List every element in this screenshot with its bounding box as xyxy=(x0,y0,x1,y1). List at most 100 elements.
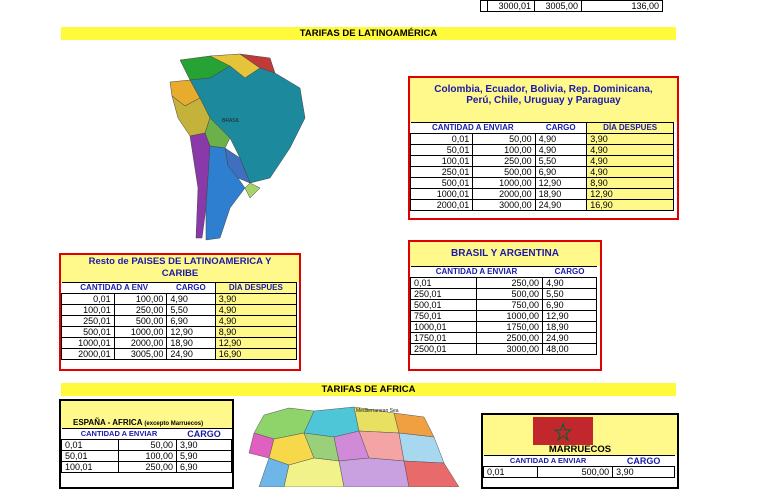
table-cell: 5,50 xyxy=(534,155,588,167)
table-cell: 0,01 xyxy=(61,293,115,305)
table-cell: 136,00 xyxy=(581,0,663,12)
table-cell: 500,01 xyxy=(409,299,478,311)
table-header-row: CANTIDAD A ENVIAR CARGO xyxy=(483,455,675,467)
map-label: Mediterranean Sea xyxy=(356,408,399,414)
table-cell: 500,00 xyxy=(472,166,536,178)
table-row: 3000,01 3005,00 136,00 xyxy=(480,0,663,12)
table-cell: 2000,01 xyxy=(409,199,474,211)
table-cell: 1750,01 xyxy=(409,332,478,344)
column-header: CANTIDAD A ENVIAR xyxy=(61,428,177,440)
table-cell: 3005,00 xyxy=(113,348,168,360)
table-cell: 6,90 xyxy=(166,315,216,327)
table-row: 50,01 100,00 5,90 xyxy=(60,450,233,462)
table-cell: 4,90 xyxy=(166,293,216,305)
table-cell: 100,01 xyxy=(61,304,115,316)
south-america-map: BRASIL xyxy=(150,48,310,248)
title-line: Perú, Chile, Uruguay y Paraguay xyxy=(466,95,621,106)
table-cell: 100,00 xyxy=(118,450,177,462)
table-cell: 24,90 xyxy=(534,199,588,211)
table-cell: 12,90 xyxy=(586,188,674,200)
table-header-row: CANTIDAD A ENVIAR CARGO DÍA DESPUES xyxy=(410,122,674,134)
table-cell: 18,90 xyxy=(166,337,216,349)
table-cell: 5,90 xyxy=(175,450,233,462)
latam-group1-panel: Colombia, Ecuador, Bolivia, Rep. Dominic… xyxy=(408,76,679,220)
table-row: 100,01 250,00 5,50 4,90 xyxy=(61,304,298,316)
table-cell: 4,90 xyxy=(586,144,674,156)
table-cell: 50,01 xyxy=(409,144,474,156)
column-header: DÍA DESPUES xyxy=(214,282,298,294)
latam-group3-panel: BRASIL Y ARGENTINA CANTIDAD A ENVIAR CAR… xyxy=(408,240,602,371)
table-row: 2000,01 3005,00 24,90 16,90 xyxy=(61,348,298,360)
table-cell: 250,00 xyxy=(113,304,168,316)
table-cell: 100,00 xyxy=(472,144,536,156)
table-row: 1000,01 2000,00 18,90 12,90 xyxy=(61,337,298,349)
table-cell: 750,00 xyxy=(476,299,544,311)
table-row: 1750,01 2500,00 24,90 xyxy=(409,332,597,344)
table-cell: 500,01 xyxy=(61,326,115,338)
title-line: Resto de PAISES DE LATINOAMERICA Y xyxy=(88,256,272,267)
morocco-flag-icon xyxy=(533,417,593,445)
table-cell: 3,90 xyxy=(586,133,674,145)
latam-group2-title: Resto de PAISES DE LATINOAMERICA Y CARIB… xyxy=(61,255,299,282)
table-cell: 50,00 xyxy=(472,133,536,145)
map-label: BRASIL xyxy=(222,118,240,124)
title-note: (excepto Marruecos) xyxy=(144,421,204,427)
table-cell: 500,00 xyxy=(113,315,168,327)
table-cell: 6,90 xyxy=(175,461,233,473)
table-cell: 100,01 xyxy=(409,155,474,167)
table-row: 50,01 100,00 4,90 4,90 xyxy=(409,144,674,156)
table-cell: 3005,00 xyxy=(534,0,582,12)
table-row: 2500,01 3000,00 48,00 xyxy=(409,343,597,355)
africa-section-title: TARIFAS DE AFRICA xyxy=(61,383,676,396)
table-row: 2000,01 3000,00 24,90 16,90 xyxy=(409,199,674,211)
table-cell: 16,90 xyxy=(586,199,674,211)
table-cell: 4,90 xyxy=(534,144,588,156)
table-row: 1000,01 1750,00 18,90 xyxy=(409,321,597,333)
africa-group2-header: MARRUECOS xyxy=(483,415,677,455)
table-row: 250,01 500,00 5,50 xyxy=(409,288,597,300)
table-cell: 0,01 xyxy=(409,277,478,289)
table-cell: 2500,00 xyxy=(476,332,544,344)
table-cell: 0,01 xyxy=(409,133,474,145)
table-cell: 250,01 xyxy=(409,166,474,178)
table-cell: 1000,01 xyxy=(409,321,478,333)
table-cell: 4,90 xyxy=(214,315,298,327)
column-header: CARGO xyxy=(166,282,216,294)
table-row: 250,01 500,00 6,90 4,90 xyxy=(409,166,674,178)
table-cell: 3,90 xyxy=(612,466,675,478)
table-row: 100,01 250,00 5,50 4,90 xyxy=(409,155,674,167)
table-row: 0,01 100,00 4,90 3,90 xyxy=(61,293,298,305)
africa-map: Mediterranean Sea xyxy=(244,403,466,488)
table-cell: 8,90 xyxy=(586,177,674,189)
table-cell: 500,00 xyxy=(536,466,614,478)
column-header: CANTIDAD A ENVIAR xyxy=(410,122,536,134)
column-header: DÍA DESPUES xyxy=(586,122,674,134)
table-cell: 250,01 xyxy=(409,288,478,300)
table-cell: 4,90 xyxy=(586,166,674,178)
table-cell: 24,90 xyxy=(166,348,216,360)
table-cell: 500,01 xyxy=(409,177,474,189)
table-cell: 1000,00 xyxy=(113,326,168,338)
table-cell: 100,01 xyxy=(60,461,120,473)
table-cell: 50,00 xyxy=(118,439,177,451)
table-cell: 24,90 xyxy=(542,332,597,344)
table-cell: 4,90 xyxy=(534,133,588,145)
title-line: Colombia, Ecuador, Bolivia, Rep. Dominic… xyxy=(434,84,653,95)
table-row: 0,01 250,00 4,90 xyxy=(409,277,597,289)
table-cell: 3000,00 xyxy=(472,199,536,211)
table-cell: 5,50 xyxy=(166,304,216,316)
table-row: 1000,01 2000,00 18,90 12,90 xyxy=(409,188,674,200)
top-partial-table: 3000,01 3005,00 136,00 xyxy=(480,0,663,12)
table-cell: 100,00 xyxy=(113,293,168,305)
table-row: 0,01 500,00 3,90 xyxy=(483,466,675,478)
column-header: CARGO xyxy=(612,455,675,467)
table-cell: 1000,00 xyxy=(476,310,544,322)
table-cell: 6,90 xyxy=(542,299,597,311)
table-cell: 1000,01 xyxy=(61,337,115,349)
table-row: 500,01 1000,00 12,90 8,90 xyxy=(409,177,674,189)
table-row: 0,01 50,00 4,90 3,90 xyxy=(409,133,674,145)
table-cell: 50,01 xyxy=(60,450,120,462)
table-cell: 4,90 xyxy=(214,304,298,316)
table-cell: 8,90 xyxy=(214,326,298,338)
table-cell: 12,90 xyxy=(166,326,216,338)
